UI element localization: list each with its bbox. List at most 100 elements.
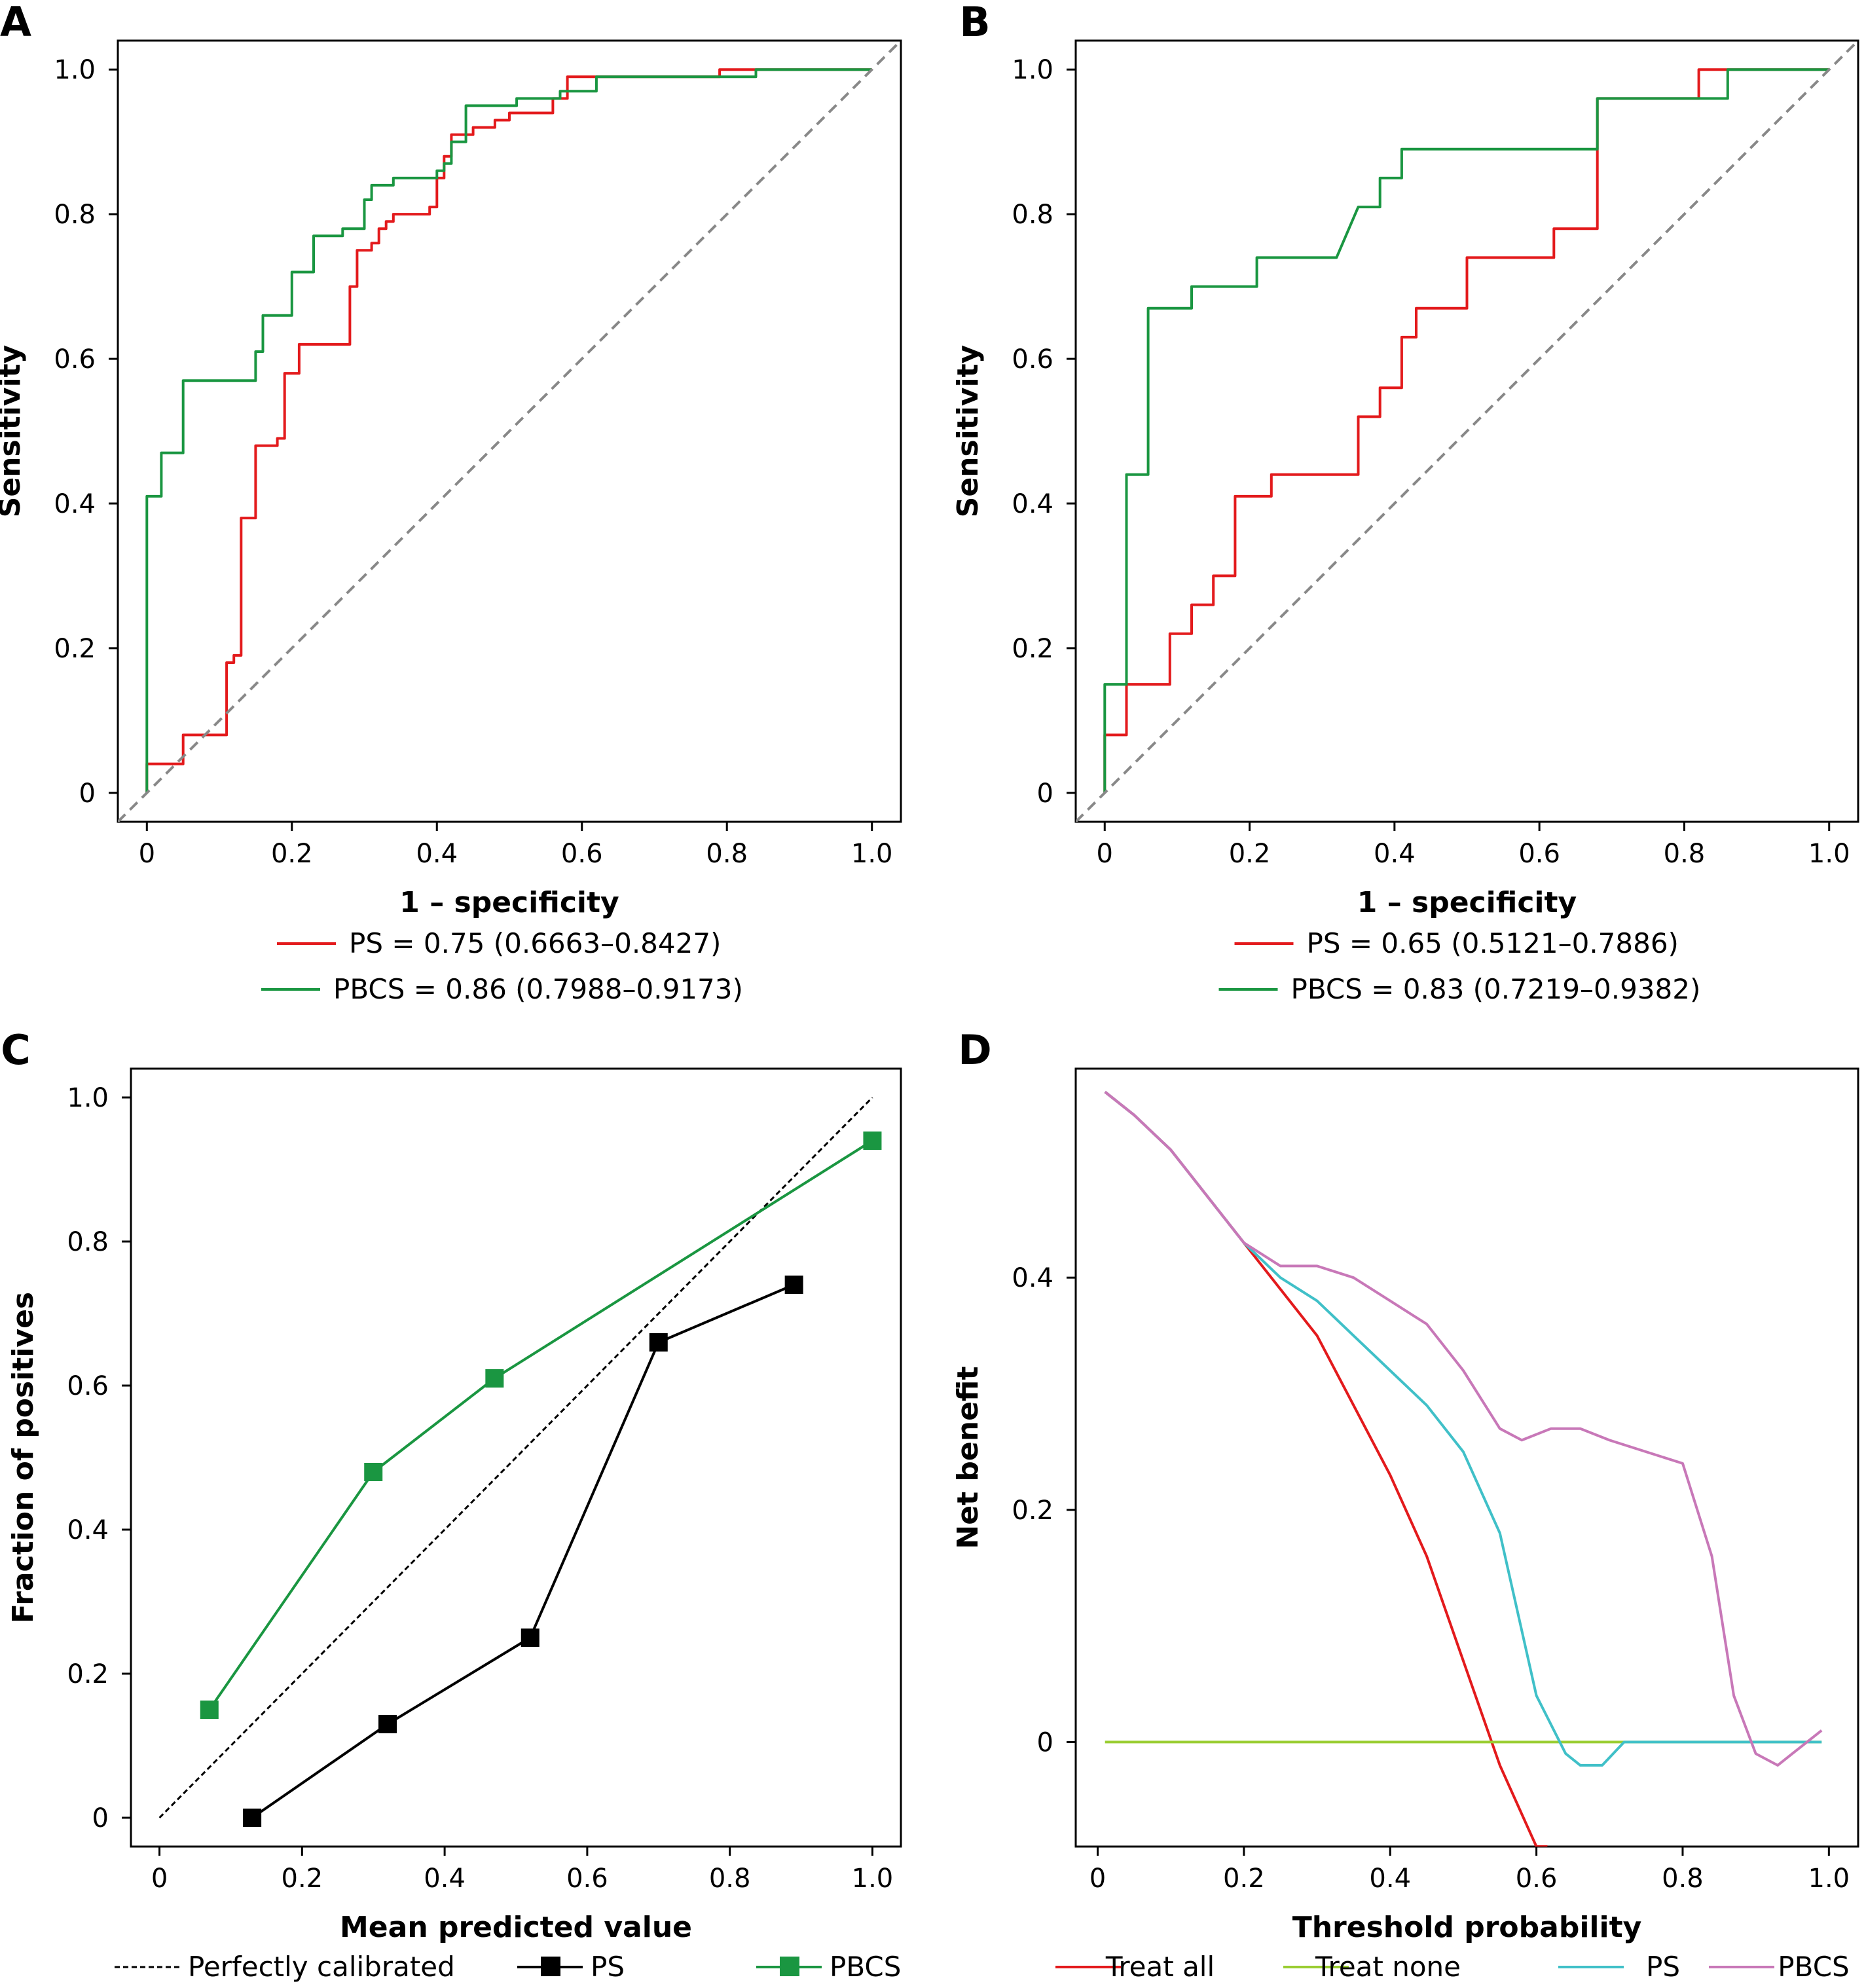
x-tick-label: 0.6 (1518, 839, 1560, 869)
y-axis-title: Sensitivity (951, 345, 985, 518)
legend-label: PBCS (830, 1951, 901, 1983)
legend-label: Treat all (1105, 1951, 1215, 1983)
x-tick-label: 0.8 (706, 839, 748, 869)
pbcs-point (364, 1463, 383, 1481)
y-tick-label: 0.6 (1012, 344, 1053, 375)
x-tick-label: 0.6 (561, 839, 603, 869)
x-tick-label: 0 (139, 839, 155, 869)
series-group (1076, 41, 1858, 822)
x-tick-label: 0.6 (1516, 1864, 1558, 1894)
x-tick-label: 0 (151, 1864, 168, 1894)
x-tick-label: 0 (1089, 1864, 1106, 1894)
y-tick-label: 0 (79, 779, 96, 809)
y-tick-label: 0 (1037, 779, 1053, 809)
legend-label: PS = 0.75 (0.6663–0.8427) (349, 927, 721, 959)
pbcs-line (1103, 68, 1829, 793)
ps-point (784, 1276, 803, 1294)
pbcs-line (1104, 1090, 1823, 1767)
series-group (118, 41, 901, 822)
x-axis-title: Mean predicted value (340, 1911, 692, 1944)
y-tick-label: 0.8 (67, 1227, 109, 1257)
x-tick-label: 1.0 (1808, 839, 1850, 869)
x-axis-title: Threshold probability (1292, 1911, 1642, 1944)
x-tick-label: 1.0 (852, 1864, 894, 1894)
x-tick-label: 0.4 (416, 839, 458, 869)
reference-line (118, 41, 901, 822)
plot-frame (130, 1067, 902, 1848)
y-tick-label: 1.0 (67, 1083, 109, 1113)
legend-marker (541, 1957, 560, 1976)
panel-letter: C (1, 1026, 31, 1074)
x-axis-title: 1 – specificity (399, 886, 619, 919)
legend-marker (780, 1957, 799, 1976)
legend-label: Perfectly calibrated (188, 1951, 455, 1983)
treat-all-line (1104, 1090, 1548, 1847)
y-tick-label: 0.6 (67, 1371, 109, 1401)
legend-label: PS (591, 1951, 625, 1983)
x-tick-label: 0.2 (271, 839, 313, 869)
x-tick-label: 0.8 (1662, 1864, 1704, 1894)
legend: Perfectly calibrated PS PBCS (115, 1951, 901, 1983)
ps-line (251, 1283, 795, 1819)
ps-point (378, 1715, 397, 1733)
legend-label: PBCS = 0.83 (0.7219–0.9382) (1291, 973, 1701, 1005)
x-tick-label: 1.0 (851, 839, 893, 869)
x-tick-label: 0.6 (566, 1864, 608, 1894)
y-tick-label: 1.0 (1012, 55, 1053, 85)
x-tick-label: 0.2 (282, 1864, 323, 1894)
plot-frame (117, 39, 902, 823)
legend-label: PS = 0.65 (0.5121–0.7886) (1307, 927, 1679, 959)
y-axis-title: Net benefit (951, 1366, 985, 1549)
x-tick-label: 0.8 (1664, 839, 1706, 869)
panel-letter: B (959, 0, 990, 46)
y-tick-label: 0.2 (54, 634, 96, 664)
panel-c: C 0 0.2 0.4 0.6 0.8 1.0 0 0.2 0.4 0.6 0.8 1.0 Mean pr… (1, 1026, 902, 1983)
plot-frame (1074, 1067, 1859, 1848)
x-tick-label: 1.0 (1808, 1864, 1850, 1894)
perfectly-calibrated-line (158, 1096, 873, 1819)
pbcs-line (208, 1139, 873, 1711)
pbcs-point (200, 1701, 219, 1719)
legend: PS = 0.65 (0.5121–0.7886) PBCS = 0.83 (0.… (1218, 927, 1701, 1005)
ps-line (145, 68, 872, 793)
x-tick-label: 0.4 (1374, 839, 1416, 869)
legend: Treat all Treat none PS PBCS (1055, 1951, 1850, 1983)
legend-label: PBCS (1778, 1951, 1849, 1983)
y-tick-label: 0.4 (1012, 489, 1053, 519)
y-tick-label: 0.6 (54, 344, 96, 375)
panel-letter: A (0, 0, 31, 46)
y-tick-label: 0.8 (54, 200, 96, 230)
x-tick-label: 0.4 (424, 1864, 466, 1894)
panel-d: D 0 0.2 0.4 0.6 0.8 1.0 0 0.2 0.4 Threshold probab… (951, 1026, 1859, 1983)
ps-point (649, 1333, 668, 1352)
y-tick-label: 0.4 (1012, 1263, 1053, 1293)
x-axis-title: 1 – specificity (1357, 886, 1577, 919)
y-tick-label: 0.2 (1012, 1496, 1053, 1526)
x-tick-label: 0.2 (1229, 839, 1271, 869)
panel-a: A 0 0.2 0.4 0.6 0.8 1.0 0 0.2 0.4 0.6 0.8 1.0 1 – spe… (0, 0, 902, 1005)
legend: PS = 0.75 (0.6663–0.8427) PBCS = 0.86 (0.… (261, 927, 743, 1005)
series-group (1104, 1090, 1823, 1847)
legend-label: PS (1646, 1951, 1680, 1983)
ps-point (521, 1629, 540, 1647)
y-tick-label: 0 (92, 1803, 109, 1833)
legend-label: PBCS = 0.86 (0.7988–0.9173) (333, 973, 743, 1005)
y-tick-label: 0 (1037, 1727, 1053, 1758)
ps-point (243, 1809, 262, 1827)
reference-line (1076, 41, 1858, 822)
pbcs-point (863, 1132, 882, 1150)
series-group (158, 1096, 873, 1819)
panel-letter: D (958, 1026, 991, 1074)
x-tick-label: 0.4 (1369, 1864, 1411, 1894)
y-axis-title: Fraction of positives (7, 1292, 40, 1623)
x-tick-label: 0.2 (1223, 1864, 1265, 1894)
y-tick-label: 0.2 (1012, 634, 1053, 664)
pbcs-point (485, 1369, 504, 1388)
x-tick-label: 0 (1097, 839, 1113, 869)
y-tick-label: 0.2 (67, 1659, 109, 1689)
legend-label: Treat none (1315, 1951, 1461, 1983)
y-tick-label: 0.4 (54, 489, 96, 519)
panel-b: B 0 0.2 0.4 0.6 0.8 1.0 0 0.2 0.4 0.6 0.8 1.0 1 – spe… (951, 0, 1859, 1005)
y-tick-label: 0.8 (1012, 200, 1053, 230)
